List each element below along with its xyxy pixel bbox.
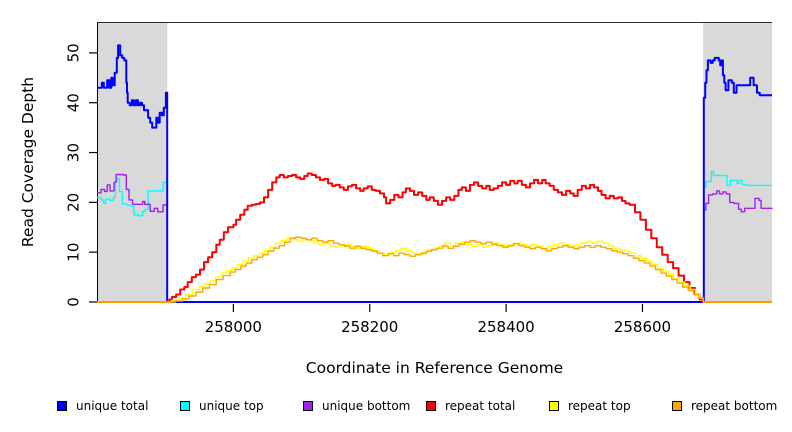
legend-label: unique top — [199, 399, 264, 413]
repeat-total-swatch-icon — [426, 401, 436, 411]
repeat-top-swatch-icon — [549, 401, 559, 411]
y-tick-label: 10 — [65, 243, 83, 262]
y-tick-label: 0 — [65, 297, 83, 307]
series-unique-top — [97, 170, 772, 303]
masked-region — [97, 22, 168, 303]
unique-top-swatch-icon — [180, 401, 190, 411]
legend-item-unique-bottom: unique bottom — [303, 398, 410, 414]
legend-label: repeat bottom — [691, 399, 778, 413]
legend-item-unique-total: unique total — [57, 398, 148, 414]
series-repeat-bottom — [97, 236, 772, 303]
x-tick-label: 258600 — [614, 318, 671, 336]
legend-item-repeat-bottom: repeat bottom — [672, 398, 777, 414]
series-unique-bottom — [97, 173, 773, 303]
series-repeat-top — [97, 237, 772, 303]
x-axis-title: Coordinate in Reference Genome — [305, 359, 564, 377]
series-repeat-total — [97, 172, 772, 303]
legend-label: repeat total — [445, 399, 516, 413]
legend: unique total unique top unique bottom re… — [0, 398, 792, 418]
y-axis-title: Read Coverage Depth — [19, 76, 37, 248]
x-tick-label: 258000 — [205, 318, 262, 336]
masked-region — [703, 22, 772, 303]
y-tick-label: 20 — [65, 193, 83, 212]
legend-label: unique total — [76, 399, 149, 413]
unique-bottom-swatch-icon — [303, 401, 313, 411]
legend-item-repeat-top: repeat top — [549, 398, 631, 414]
legend-item-unique-top: unique top — [180, 398, 264, 414]
y-tick-label: 40 — [65, 93, 83, 112]
legend-item-repeat-total: repeat total — [426, 398, 515, 414]
y-tick-label: 50 — [65, 43, 83, 62]
legend-label: unique bottom — [322, 399, 411, 413]
legend-label: repeat top — [568, 399, 631, 413]
x-tick-label: 258400 — [477, 318, 534, 336]
y-tick-label: 30 — [65, 143, 83, 162]
x-tick-label: 258200 — [341, 318, 398, 336]
unique-total-swatch-icon — [57, 401, 67, 411]
series-unique-total — [97, 44, 772, 303]
repeat-bottom-swatch-icon — [672, 401, 682, 411]
